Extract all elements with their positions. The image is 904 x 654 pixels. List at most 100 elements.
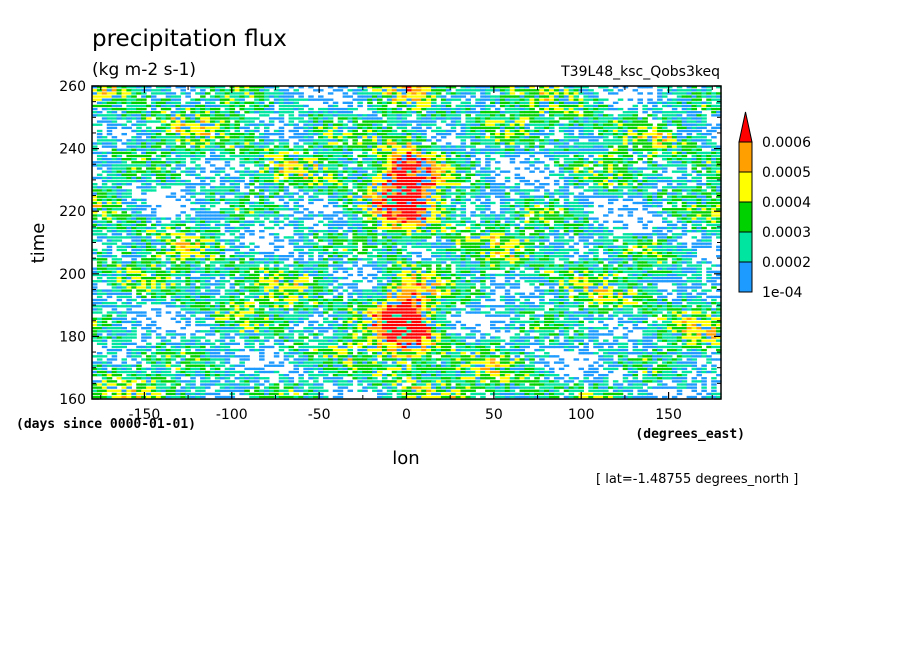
heatmap-cell	[480, 370, 486, 374]
heatmap-cell	[146, 283, 152, 286]
heatmap-cell	[435, 289, 442, 292]
heatmap-cell	[327, 364, 334, 367]
heatmap-cell	[642, 248, 648, 252]
heatmap-cell	[362, 333, 368, 336]
heatmap-cell	[494, 264, 501, 267]
heatmap-cell	[259, 383, 265, 386]
heatmap-cell	[131, 261, 137, 264]
heatmap-cell	[268, 295, 275, 299]
heatmap-cell	[381, 364, 388, 367]
heatmap-cell	[431, 317, 437, 320]
heatmap-cell	[234, 320, 241, 324]
heatmap-cell	[607, 264, 614, 267]
heatmap-cell	[647, 373, 653, 377]
heatmap-cell	[499, 251, 506, 255]
heatmap-cell	[259, 320, 265, 324]
heatmap-cell	[539, 358, 545, 361]
heatmap-cell	[214, 305, 221, 308]
heatmap-cell	[583, 348, 589, 352]
heatmap-cell	[406, 336, 413, 339]
heatmap-cell	[401, 370, 408, 374]
heatmap-cell	[499, 352, 506, 355]
heatmap-cell	[273, 264, 280, 267]
heatmap-cell	[504, 386, 511, 389]
heatmap-cell	[612, 395, 619, 399]
heatmap-cell	[676, 273, 683, 277]
heatmap-cell	[716, 289, 722, 292]
heatmap-cell	[445, 320, 452, 324]
heatmap-cell	[401, 395, 408, 399]
heatmap-cell	[254, 258, 260, 261]
heatmap-cell	[185, 311, 191, 314]
heatmap-cell	[141, 301, 147, 305]
heatmap-cell	[219, 311, 226, 314]
heatmap-cell	[632, 298, 639, 302]
heatmap-cell	[504, 330, 511, 333]
heatmap-cell	[92, 292, 98, 295]
heatmap-cell	[632, 317, 639, 320]
heatmap-cell	[234, 248, 241, 252]
heatmap-cell	[627, 383, 634, 386]
heatmap-cell	[362, 389, 368, 392]
heatmap-cell	[568, 336, 575, 339]
heatmap-cell	[288, 361, 295, 364]
heatmap-cell	[342, 345, 349, 349]
heatmap-cell	[347, 345, 354, 349]
heatmap-cell	[607, 392, 614, 396]
heatmap-cell	[106, 323, 113, 327]
heatmap-cell	[357, 377, 363, 380]
heatmap-cell	[499, 364, 506, 367]
heatmap-cell	[504, 270, 511, 274]
heatmap-cell	[637, 295, 643, 299]
heatmap-cell	[558, 267, 565, 270]
heatmap-cell	[480, 251, 486, 255]
heatmap-cell	[200, 373, 206, 377]
heatmap-cell	[416, 386, 422, 389]
heatmap-cell	[701, 395, 707, 399]
heatmap-cell	[450, 298, 457, 302]
heatmap-cell	[642, 251, 648, 255]
heatmap-cell	[126, 267, 132, 270]
heatmap-cell	[372, 314, 378, 317]
heatmap-cell	[534, 267, 540, 270]
heatmap-cell	[372, 373, 378, 377]
heatmap-cell	[288, 276, 295, 280]
heatmap-cell	[494, 383, 501, 386]
heatmap-cell	[219, 283, 226, 286]
heatmap-cell	[642, 286, 648, 289]
heatmap-cell	[519, 352, 526, 355]
heatmap-cell	[347, 348, 354, 352]
heatmap-cell	[141, 370, 147, 374]
heatmap-cell	[706, 305, 712, 308]
heatmap-cell	[598, 301, 604, 305]
heatmap-cell	[386, 323, 393, 327]
heatmap-cell	[686, 339, 693, 342]
heatmap-cell	[367, 330, 373, 333]
heatmap-cell	[347, 314, 354, 317]
heatmap-cell	[386, 270, 393, 274]
heatmap-cell	[357, 383, 363, 386]
heatmap-cell	[180, 380, 186, 383]
heatmap-cell	[421, 286, 427, 289]
heatmap-cell	[627, 248, 634, 252]
heatmap-cell	[278, 330, 285, 333]
heatmap-cell	[465, 386, 471, 389]
heatmap-cell	[666, 314, 673, 317]
heatmap-cell	[121, 264, 127, 267]
heatmap-cell	[318, 323, 324, 327]
heatmap-cell	[666, 317, 673, 320]
heatmap-cell	[573, 383, 580, 386]
heatmap-cell	[155, 280, 162, 283]
heatmap-cell	[303, 283, 309, 286]
heatmap-cell	[666, 377, 673, 380]
heatmap-cell	[529, 261, 535, 264]
heatmap-cell	[681, 333, 688, 336]
heatmap-cell	[298, 389, 304, 392]
heatmap-cell	[362, 289, 368, 292]
heatmap-cell	[396, 273, 403, 277]
heatmap-cell	[106, 364, 113, 367]
heatmap-cell	[470, 251, 476, 255]
heatmap-cell	[195, 320, 201, 324]
heatmap-cell	[652, 373, 658, 377]
heatmap-cell	[352, 333, 358, 336]
